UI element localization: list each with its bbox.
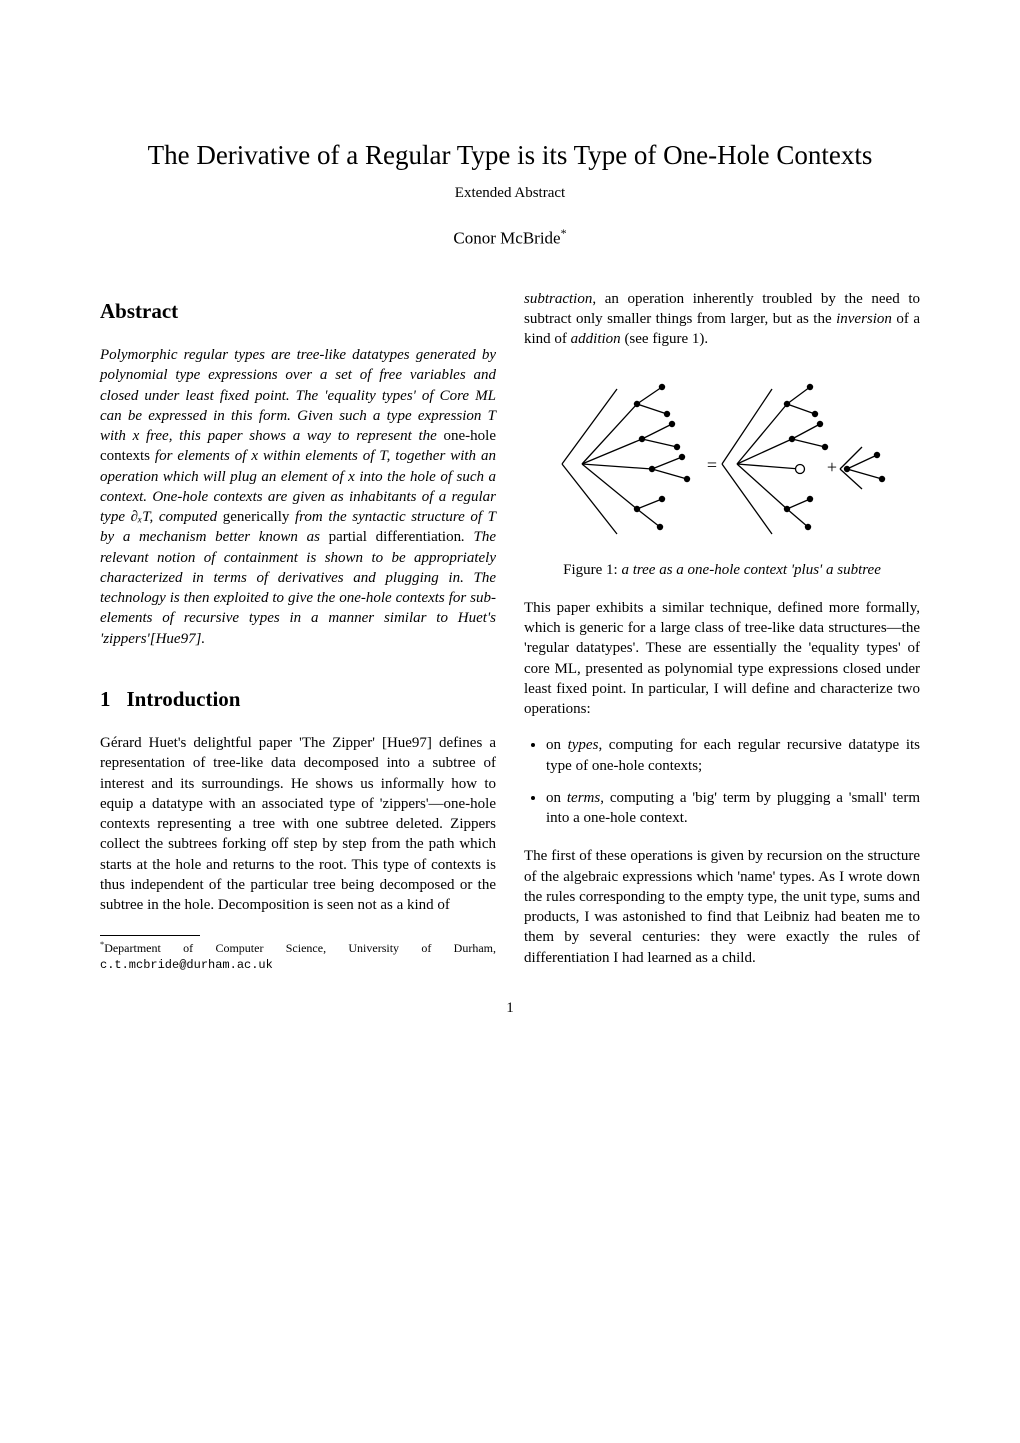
right-column: subtraction, an operation inherently tro…: [524, 289, 920, 974]
right-para-1: subtraction, an operation inherently tro…: [524, 289, 920, 350]
fig-caption-text: a tree as a one-hole context 'plus' a su…: [621, 562, 880, 578]
list-item: on types, computing for each regular rec…: [546, 735, 920, 776]
footnote-text: Department of Computer Science, Universi…: [104, 941, 496, 955]
section-1-number: 1: [100, 685, 111, 713]
figure-1-image: =+: [524, 369, 920, 545]
abstract-roman-2: generically: [223, 509, 290, 525]
footnote: *Department of Computer Science, Univers…: [100, 940, 496, 973]
footnote-rule: [100, 935, 200, 936]
svg-text:=: =: [707, 455, 717, 475]
bullet2-post: , computing a 'big' term by plugging a '…: [546, 790, 920, 826]
abstract-text-1: Polymorphic regular types are tree-like …: [100, 347, 496, 444]
bullet2-pre: on: [546, 790, 567, 806]
page: The Derivative of a Regular Type is its …: [0, 0, 1020, 1077]
para1-text-3: (see figure 1).: [621, 331, 708, 347]
fig-caption-label: Figure 1:: [563, 562, 621, 578]
abstract-roman-3: partial differentiation: [329, 529, 462, 545]
paper-title: The Derivative of a Regular Type is its …: [100, 140, 920, 171]
right-para-3: The first of these operations is given b…: [524, 846, 920, 968]
abstract-text-4: . The relevant notion of containment is …: [100, 529, 496, 646]
figure-1-caption: Figure 1: a tree as a one-hole context '…: [524, 560, 920, 580]
page-number: 1: [100, 1000, 920, 1017]
list-item: on terms, computing a 'big' term by plug…: [546, 788, 920, 829]
bullet1-post: , computing for each regular recursive d…: [546, 737, 920, 773]
svg-text:+: +: [827, 457, 837, 477]
two-column-body: Abstract Polymorphic regular types are t…: [100, 289, 920, 974]
intro-para: Gérard Huet's delightful paper 'The Zipp…: [100, 733, 496, 915]
abstract-body: Polymorphic regular types are tree-like …: [100, 345, 496, 649]
operations-list: on types, computing for each regular rec…: [524, 735, 920, 828]
para1-italic-3: addition: [571, 331, 621, 347]
abstract-heading: Abstract: [100, 297, 496, 325]
footnote-email: c.t.mcbride@durham.ac.uk: [100, 958, 273, 972]
right-para-2: This paper exhibits a similar technique,…: [524, 598, 920, 720]
left-column: Abstract Polymorphic regular types are t…: [100, 289, 496, 974]
section-1-title: Introduction: [127, 687, 241, 711]
author-affil-mark: *: [561, 226, 567, 240]
paper-author: Conor McBride*: [100, 226, 920, 249]
figure-1: =+: [524, 369, 920, 545]
paper-subtitle: Extended Abstract: [100, 185, 920, 202]
bullet1-italic: types: [568, 737, 599, 753]
section-1-heading: 1 Introduction: [100, 685, 496, 713]
figure-1-svg: =+: [542, 369, 902, 539]
para1-italic-2: inversion: [836, 311, 892, 327]
para1-italic-1: subtraction: [524, 291, 592, 307]
author-name: Conor McBride: [453, 229, 560, 248]
bullet1-pre: on: [546, 737, 568, 753]
bullet2-italic: terms: [567, 790, 600, 806]
